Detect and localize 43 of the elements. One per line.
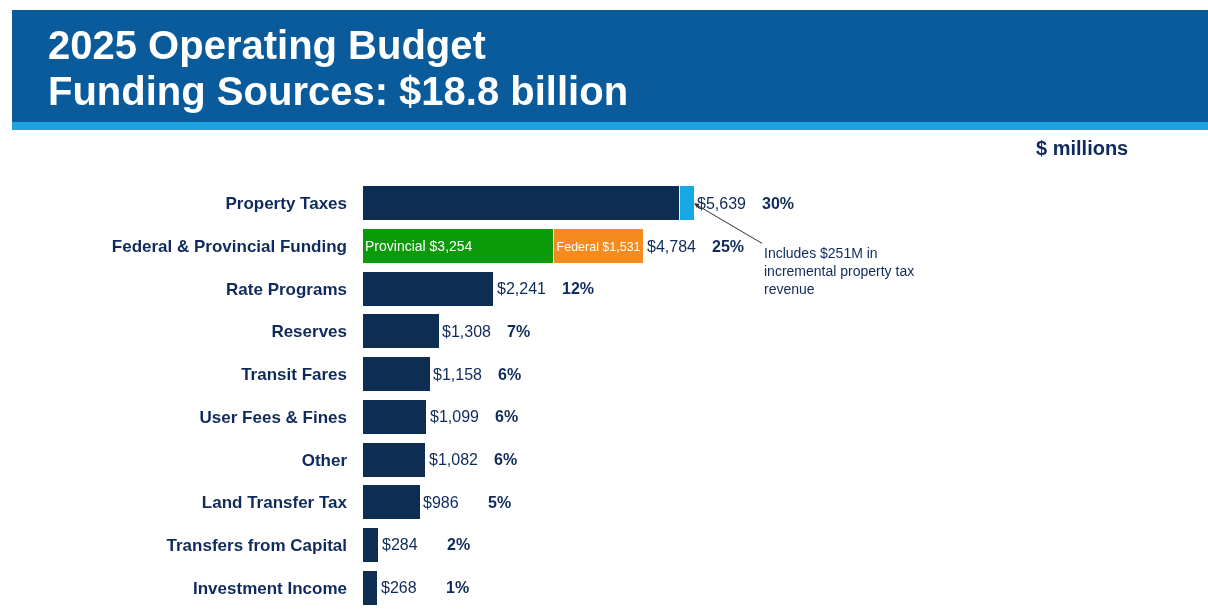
annotation: 7% — [507, 323, 531, 340]
data-label: Federal $1,531 — [556, 239, 641, 254]
bar — [362, 356, 431, 393]
data-label: Provincial $3,254 — [365, 238, 473, 255]
text: $ millions — [1036, 137, 1129, 159]
bar — [362, 569, 379, 606]
annotation: 6% — [495, 408, 519, 425]
bar — [362, 270, 495, 307]
text: 25% — [712, 238, 745, 255]
total-label: $1,308 — [442, 323, 492, 340]
total-label: $268 — [381, 579, 417, 596]
y-tick-label: Transfers from Capital — [166, 535, 347, 555]
annotation: 1% — [446, 579, 470, 596]
annotation: 6% — [494, 451, 518, 468]
total-label: $1,158 — [433, 366, 483, 383]
bar — [362, 441, 427, 478]
total-label: $1,082 — [429, 451, 479, 468]
total-label: $986 — [423, 494, 459, 511]
bar — [362, 398, 428, 435]
bar — [362, 526, 380, 563]
total-label: $5,639 — [697, 195, 747, 212]
total-label: $1,099 — [430, 408, 480, 425]
y-tick-label: Rate Programs — [226, 279, 347, 299]
y-tick-label: Land Transfer Tax — [201, 493, 348, 513]
annotation: 5% — [488, 494, 512, 511]
text: 30% — [762, 195, 795, 212]
annotation: 2% — [447, 536, 471, 553]
annotation: Includes $251M in incremental property tax revenue — [764, 245, 915, 298]
y-tick-label: User Fees & Fines — [199, 407, 347, 427]
chart-title: 2025 Operating Budget Funding Sources: $18.8 billion — [47, 22, 630, 114]
total-label: $284 — [382, 536, 418, 553]
total-label: $2,241 — [497, 280, 547, 297]
y-tick-label: Property Taxes — [225, 194, 347, 214]
y-tick-label: Investment Income — [193, 578, 347, 598]
annotation: 12% — [562, 280, 595, 297]
annotation: 6% — [498, 366, 522, 383]
y-tick-label: Other — [301, 450, 348, 470]
y-tick-label: Reserves — [271, 322, 347, 342]
total-label: $4,784 — [647, 238, 697, 255]
y-tick-label: Federal & Provincial Funding — [111, 237, 347, 256]
bar — [362, 313, 440, 350]
y-tick-label: Transit Fares — [241, 365, 347, 385]
bar — [362, 484, 421, 521]
